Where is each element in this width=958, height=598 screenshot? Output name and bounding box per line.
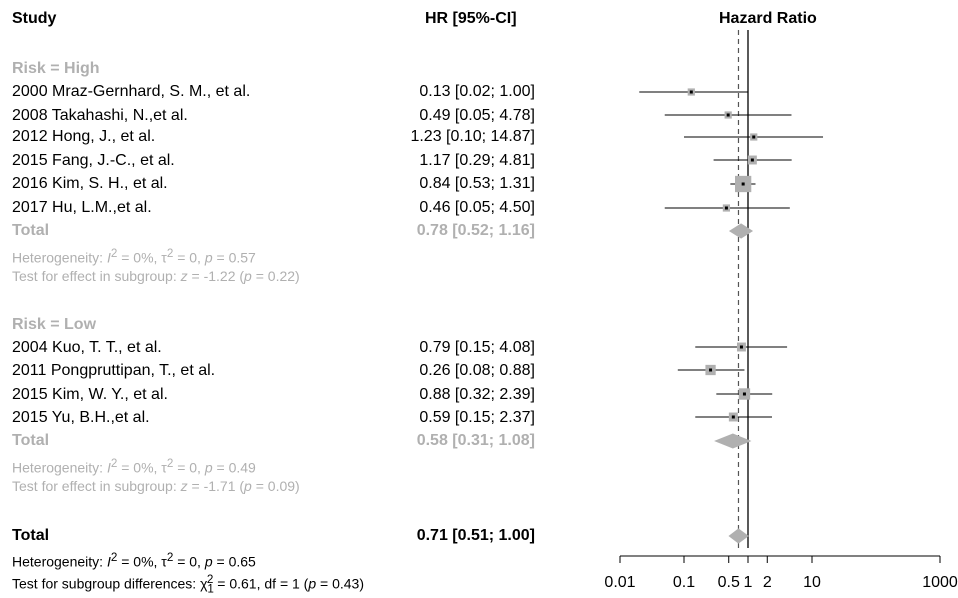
pooled-diamond — [728, 223, 754, 239]
subgroup-heterogeneity: Heterogeneity: I2 = 0%, τ2 = 0, p = 0.49 — [12, 457, 256, 476]
pooled-diamond — [714, 433, 752, 449]
study-name: 2011 Pongpruttipan, T., et al. — [12, 362, 216, 379]
x-axis-tick-label: 0.5 — [718, 574, 740, 591]
study-name: 2015 Fang, J.-C., et al. — [12, 152, 175, 169]
x-axis-tick-label: 2 — [763, 574, 772, 591]
study-ci: 0.84 [0.53; 1.31] — [419, 175, 535, 192]
study-ci: 0.26 [0.08; 0.88] — [419, 362, 535, 379]
study-ci: 0.79 [0.15; 4.08] — [419, 339, 535, 356]
study-name: 2000 Mraz-Gernhard, S. M., et al. — [12, 83, 251, 100]
study-name: 2017 Hu, L.M.,et al. — [12, 199, 152, 216]
study-point-estimate — [726, 113, 730, 117]
study-ci: 0.88 [0.32; 2.39] — [419, 386, 535, 403]
study-point-estimate — [752, 135, 756, 139]
study-name: 2015 Yu, B.H.,et al. — [12, 409, 150, 426]
study-ci: 1.17 [0.29; 4.81] — [419, 152, 535, 169]
study-name: 2016 Kim, S. H., et al. — [12, 175, 168, 192]
study-ci: 0.59 [0.15; 2.37] — [419, 409, 535, 426]
overall-total-ci: 0.71 [0.51; 1.00] — [416, 527, 535, 544]
subgroup-effect-test: Test for effect in subgroup: z = -1.22 (… — [12, 268, 300, 284]
study-name: 2004 Kuo, T. T., et al. — [12, 339, 162, 356]
study-name: 2008 Takahashi, N.,et al. — [12, 107, 188, 124]
subgroup-effect-test: Test for effect in subgroup: z = -1.71 (… — [12, 478, 300, 494]
study-point-estimate — [741, 182, 745, 186]
study-point-estimate — [689, 90, 693, 94]
study-point-estimate — [731, 415, 735, 419]
subgroup-label-low: Risk = Low — [12, 316, 97, 333]
study-point-estimate — [724, 206, 728, 210]
study-name: 2015 Kim, W. Y., et al. — [12, 386, 168, 403]
subgroup-label-high: Risk = High — [12, 60, 100, 77]
x-axis-tick-label: 1000 — [922, 574, 958, 591]
study-point-estimate — [709, 368, 713, 372]
plot-title: Hazard Ratio — [719, 10, 817, 27]
x-axis-tick-label: 0.01 — [604, 574, 635, 591]
study-point-estimate — [750, 158, 754, 162]
subgroup-total-label: Total — [12, 222, 50, 239]
study-ci: 0.13 [0.02; 1.00] — [419, 83, 535, 100]
overall-subgroup-test: Test for subgroup differences: χ12 = 0.6… — [12, 573, 365, 596]
pooled-diamond — [728, 528, 749, 544]
subgroup-total-ci: 0.58 [0.31; 1.08] — [416, 432, 535, 449]
overall-heterogeneity: Heterogeneity: I2 = 0%, τ2 = 0, p = 0.65 — [12, 551, 256, 570]
subgroup-total-label: Total — [12, 432, 50, 449]
x-axis-tick-label: 1 — [744, 574, 753, 591]
study-name: 2012 Hong, J., et al. — [12, 128, 156, 145]
study-column-header: Study — [12, 10, 57, 27]
subgroup-heterogeneity: Heterogeneity: I2 = 0%, τ2 = 0, p = 0.57 — [12, 247, 256, 266]
x-axis-tick-label: 10 — [803, 574, 821, 591]
ci-column-header: HR [95%-CI] — [425, 10, 517, 27]
study-ci: 1.23 [0.10; 14.87] — [410, 128, 535, 145]
study-ci: 0.49 [0.05; 4.78] — [419, 107, 535, 124]
overall-total-label: Total — [12, 527, 50, 544]
subgroup-total-ci: 0.78 [0.52; 1.16] — [416, 222, 535, 239]
study-ci: 0.46 [0.05; 4.50] — [419, 199, 535, 216]
study-point-estimate — [742, 392, 746, 396]
study-point-estimate — [739, 345, 743, 349]
x-axis-tick-label: 0.1 — [673, 574, 695, 591]
